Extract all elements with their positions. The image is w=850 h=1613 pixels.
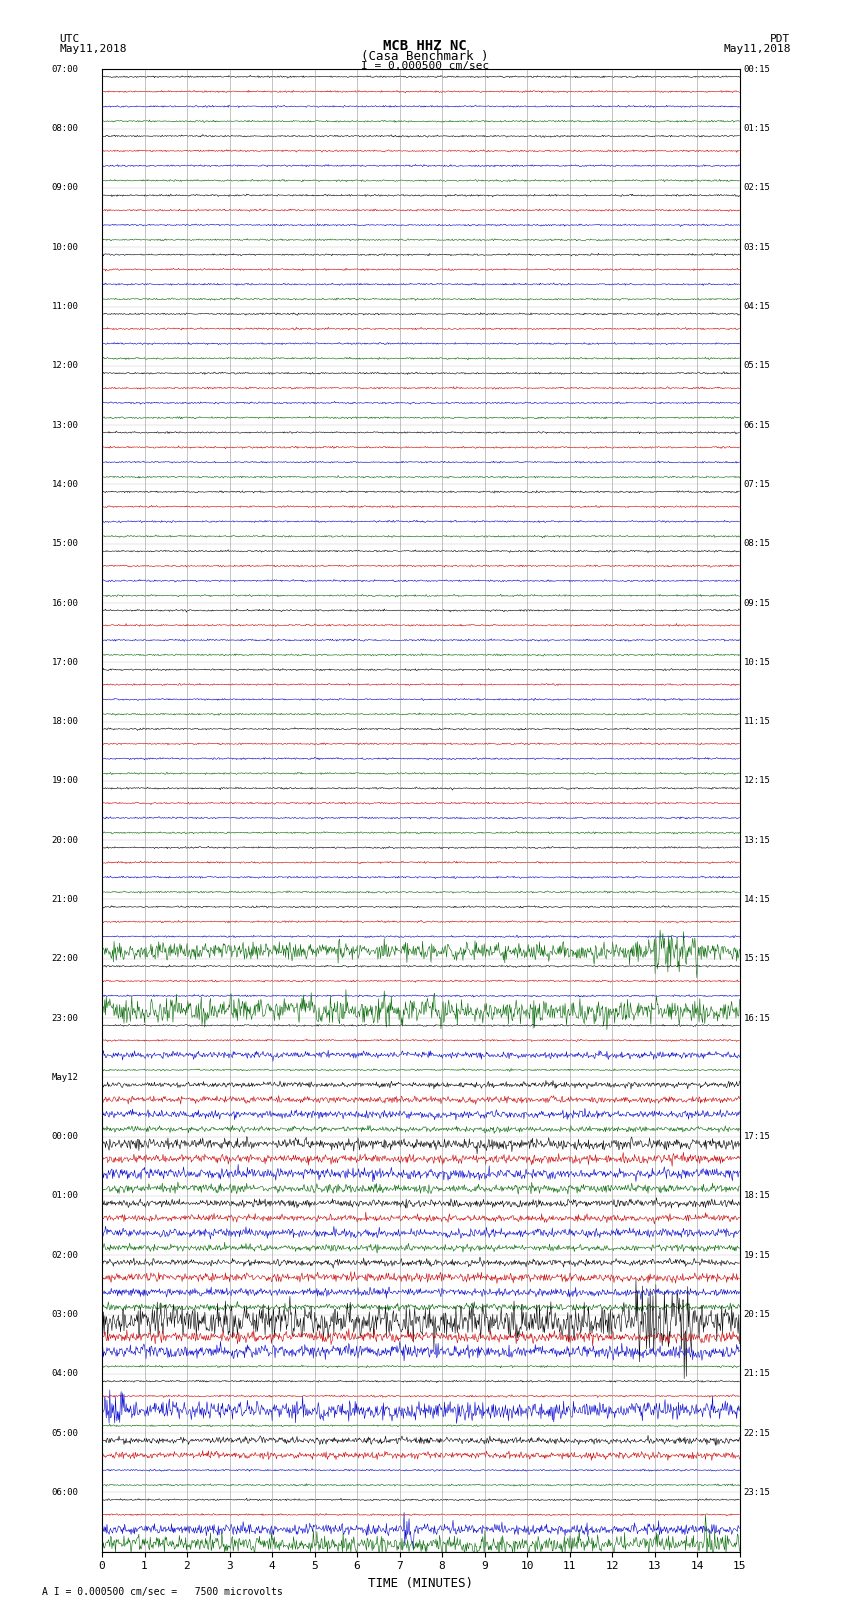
Text: 19:15: 19:15 (744, 1250, 771, 1260)
Text: 13:00: 13:00 (52, 421, 78, 429)
Text: 04:00: 04:00 (52, 1369, 78, 1379)
Text: May11,2018: May11,2018 (723, 44, 791, 53)
Text: (Casa Benchmark ): (Casa Benchmark ) (361, 50, 489, 63)
Text: PDT: PDT (770, 34, 790, 44)
Text: 10:15: 10:15 (744, 658, 771, 666)
Text: 12:00: 12:00 (52, 361, 78, 371)
Text: 16:00: 16:00 (52, 598, 78, 608)
Text: 09:15: 09:15 (744, 598, 771, 608)
Text: 17:00: 17:00 (52, 658, 78, 666)
Text: 21:15: 21:15 (744, 1369, 771, 1379)
Text: MCB HHZ NC: MCB HHZ NC (383, 39, 467, 53)
Text: 07:00: 07:00 (52, 65, 78, 74)
Text: 18:00: 18:00 (52, 718, 78, 726)
Text: 17:15: 17:15 (744, 1132, 771, 1140)
Text: A I = 0.000500 cm/sec =   7500 microvolts: A I = 0.000500 cm/sec = 7500 microvolts (42, 1587, 283, 1597)
Text: 02:15: 02:15 (744, 184, 771, 192)
Text: 22:00: 22:00 (52, 955, 78, 963)
Text: 06:00: 06:00 (52, 1487, 78, 1497)
Text: 20:15: 20:15 (744, 1310, 771, 1319)
Text: 14:00: 14:00 (52, 481, 78, 489)
Text: 15:15: 15:15 (744, 955, 771, 963)
Text: 08:15: 08:15 (744, 539, 771, 548)
Text: 12:15: 12:15 (744, 776, 771, 786)
Text: 10:00: 10:00 (52, 242, 78, 252)
Text: 06:15: 06:15 (744, 421, 771, 429)
Text: 01:00: 01:00 (52, 1192, 78, 1200)
Text: May11,2018: May11,2018 (60, 44, 127, 53)
Text: 20:00: 20:00 (52, 836, 78, 845)
Text: 19:00: 19:00 (52, 776, 78, 786)
Text: 03:00: 03:00 (52, 1310, 78, 1319)
Text: UTC: UTC (60, 34, 80, 44)
Text: 14:15: 14:15 (744, 895, 771, 903)
Text: 11:00: 11:00 (52, 302, 78, 311)
Text: May12: May12 (52, 1073, 78, 1082)
Text: I = 0.000500 cm/sec: I = 0.000500 cm/sec (361, 61, 489, 71)
Text: 22:15: 22:15 (744, 1429, 771, 1437)
X-axis label: TIME (MINUTES): TIME (MINUTES) (368, 1578, 473, 1590)
Text: 11:15: 11:15 (744, 718, 771, 726)
Text: 15:00: 15:00 (52, 539, 78, 548)
Text: 23:15: 23:15 (744, 1487, 771, 1497)
Text: 05:00: 05:00 (52, 1429, 78, 1437)
Text: 08:00: 08:00 (52, 124, 78, 134)
Text: 02:00: 02:00 (52, 1250, 78, 1260)
Text: 07:15: 07:15 (744, 481, 771, 489)
Text: 13:15: 13:15 (744, 836, 771, 845)
Text: 05:15: 05:15 (744, 361, 771, 371)
Text: 01:15: 01:15 (744, 124, 771, 134)
Text: 03:15: 03:15 (744, 242, 771, 252)
Text: 00:15: 00:15 (744, 65, 771, 74)
Text: 04:15: 04:15 (744, 302, 771, 311)
Text: 09:00: 09:00 (52, 184, 78, 192)
Text: 18:15: 18:15 (744, 1192, 771, 1200)
Text: 23:00: 23:00 (52, 1013, 78, 1023)
Text: 21:00: 21:00 (52, 895, 78, 903)
Text: 16:15: 16:15 (744, 1013, 771, 1023)
Text: 00:00: 00:00 (52, 1132, 78, 1140)
